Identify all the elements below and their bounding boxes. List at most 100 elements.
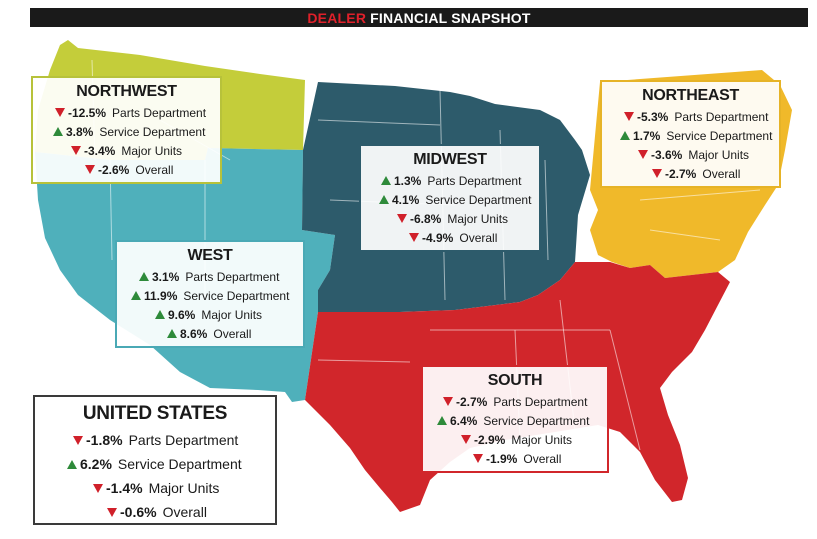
stat-row: -4.9% Overall xyxy=(361,228,539,247)
region-box-south: SOUTH -2.7% Parts Department 6.4% Service D… xyxy=(421,365,609,473)
stat-value: -2.6% xyxy=(98,162,130,177)
up-arrow-icon xyxy=(437,416,447,425)
stat-value: -12.5% xyxy=(68,105,107,120)
stat-value: -1.8% xyxy=(86,432,123,448)
region-title-united-states: UNITED STATES xyxy=(82,403,228,424)
stat-label: Overall xyxy=(135,162,174,177)
stats-list-west: 3.1% Parts Department 11.9% Service Departm… xyxy=(117,267,303,343)
up-arrow-icon xyxy=(155,310,165,319)
region-box-united-states: UNITED STATES -1.8% Parts Department 6.2% S… xyxy=(33,395,277,525)
stat-label: Parts Department xyxy=(128,432,239,448)
stat-value: -5.3% xyxy=(637,109,669,124)
stat-value: -2.7% xyxy=(665,166,697,181)
up-arrow-icon xyxy=(379,195,389,204)
down-arrow-icon xyxy=(107,507,117,517)
stat-row: 3.1% Parts Department xyxy=(117,267,303,286)
stat-value: 3.8% xyxy=(66,124,94,139)
up-arrow-icon xyxy=(53,127,63,136)
stat-value: -3.4% xyxy=(84,143,116,158)
region-title-west: WEST xyxy=(187,247,233,264)
stat-row: -2.6% Overall xyxy=(33,160,220,179)
stat-label: Service Department xyxy=(117,456,242,472)
down-arrow-icon xyxy=(443,397,453,406)
stat-value: -3.6% xyxy=(651,147,683,162)
stat-label: Overall xyxy=(213,326,252,341)
stat-value: -2.9% xyxy=(474,432,506,447)
stat-label: Parts Department xyxy=(112,105,207,120)
stat-label: Service Department xyxy=(666,128,773,143)
stat-row: 11.9% Service Department xyxy=(117,286,303,305)
down-arrow-icon xyxy=(85,165,95,174)
stat-row: 1.3% Parts Department xyxy=(361,171,539,190)
down-arrow-icon xyxy=(55,108,65,117)
title-text: FINANCIAL SNAPSHOT xyxy=(370,9,531,26)
region-title-northwest: NORTHWEST xyxy=(76,83,177,100)
stat-label: Service Department xyxy=(99,124,206,139)
stat-row: -5.3% Parts Department xyxy=(602,107,779,126)
up-arrow-icon xyxy=(131,291,141,300)
stat-row: -6.8% Major Units xyxy=(361,209,539,228)
region-box-midwest: MIDWEST 1.3% Parts Department 4.1% Service … xyxy=(359,144,541,252)
stat-label: Parts Department xyxy=(674,109,769,124)
stats-list-northwest: -12.5% Parts Department 3.8% Service Depart… xyxy=(33,103,220,179)
stat-row: 6.2% Service Department xyxy=(35,452,275,476)
stat-label: Major Units xyxy=(148,480,220,496)
stat-label: Major Units xyxy=(511,432,573,447)
stat-row: 3.8% Service Department xyxy=(33,122,220,141)
region-box-northwest: NORTHWEST -12.5% Parts Department 3.8% Serv… xyxy=(31,76,222,184)
stat-label: Parts Department xyxy=(185,269,280,284)
stat-label: Overall xyxy=(702,166,741,181)
stat-label: Major Units xyxy=(447,211,509,226)
stat-value: 1.7% xyxy=(633,128,661,143)
stat-value: -4.9% xyxy=(422,230,454,245)
stat-value: 6.2% xyxy=(80,456,112,472)
stats-list-northeast: -5.3% Parts Department 1.7% Service Departm… xyxy=(602,107,779,183)
down-arrow-icon xyxy=(652,169,662,178)
stat-label: Overall xyxy=(162,504,207,520)
stat-label: Major Units xyxy=(688,147,750,162)
stat-row: -0.6% Overall xyxy=(35,500,275,524)
region-title-midwest: MIDWEST xyxy=(413,151,487,168)
up-arrow-icon xyxy=(381,176,391,185)
stat-row: -2.7% Parts Department xyxy=(423,392,607,411)
stat-label: Overall xyxy=(459,230,498,245)
stats-list-south: -2.7% Parts Department 6.4% Service Departm… xyxy=(423,392,607,468)
stat-value: -0.6% xyxy=(120,504,157,520)
stat-row: -2.7% Overall xyxy=(602,164,779,183)
stat-value: -2.7% xyxy=(456,394,488,409)
page-title: DEALER FINANCIAL SNAPSHOT xyxy=(30,8,808,27)
up-arrow-icon xyxy=(139,272,149,281)
up-arrow-icon xyxy=(167,329,177,338)
up-arrow-icon xyxy=(620,131,630,140)
region-box-northeast: NORTHEAST -5.3% Parts Department 1.7% Servi… xyxy=(600,80,781,188)
region-title-northeast: NORTHEAST xyxy=(642,87,739,104)
down-arrow-icon xyxy=(461,435,471,444)
stats-list-united-states: -1.8% Parts Department 6.2% Service Departm… xyxy=(35,428,275,524)
stat-value: 6.4% xyxy=(450,413,478,428)
stat-row: -2.9% Major Units xyxy=(423,430,607,449)
stat-value: 11.9% xyxy=(144,288,178,303)
stat-label: Parts Department xyxy=(427,173,522,188)
down-arrow-icon xyxy=(473,454,483,463)
stat-row: 6.4% Service Department xyxy=(423,411,607,430)
stat-value: 9.6% xyxy=(168,307,196,322)
stat-row: 8.6% Overall xyxy=(117,324,303,343)
stat-value: 4.1% xyxy=(392,192,420,207)
stat-value: 8.6% xyxy=(180,326,208,341)
down-arrow-icon xyxy=(73,435,83,445)
stat-label: Overall xyxy=(523,451,562,466)
stat-row: 9.6% Major Units xyxy=(117,305,303,324)
stat-value: -1.9% xyxy=(486,451,518,466)
up-arrow-icon xyxy=(67,459,77,469)
stat-label: Service Department xyxy=(183,288,290,303)
stat-row: 4.1% Service Department xyxy=(361,190,539,209)
region-title-south: SOUTH xyxy=(487,372,543,389)
stat-row: 1.7% Service Department xyxy=(602,126,779,145)
stat-row: -1.9% Overall xyxy=(423,449,607,468)
stat-value: 3.1% xyxy=(152,269,180,284)
stat-value: -1.4% xyxy=(106,480,143,496)
down-arrow-icon xyxy=(71,146,81,155)
stat-row: -1.4% Major Units xyxy=(35,476,275,500)
stat-row: -3.6% Major Units xyxy=(602,145,779,164)
stat-label: Parts Department xyxy=(493,394,588,409)
